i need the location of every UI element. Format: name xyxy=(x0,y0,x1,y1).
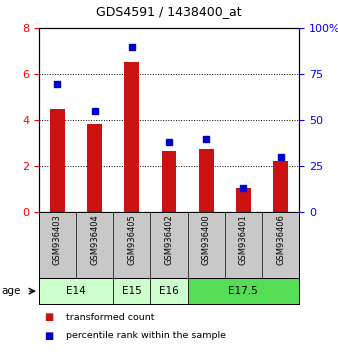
Bar xyxy=(87,124,102,212)
Text: GSM936403: GSM936403 xyxy=(53,215,62,265)
Bar xyxy=(236,188,251,212)
Text: E17.5: E17.5 xyxy=(228,286,258,296)
Text: percentile rank within the sample: percentile rank within the sample xyxy=(66,331,226,340)
Bar xyxy=(150,278,188,304)
Text: GSM936401: GSM936401 xyxy=(239,215,248,265)
Text: GDS4591 / 1438400_at: GDS4591 / 1438400_at xyxy=(96,5,242,18)
Text: ■: ■ xyxy=(44,312,53,322)
Text: transformed count: transformed count xyxy=(66,313,154,322)
Text: GSM936406: GSM936406 xyxy=(276,215,285,265)
Bar xyxy=(39,278,113,304)
Text: GSM936404: GSM936404 xyxy=(90,215,99,265)
Text: GSM936402: GSM936402 xyxy=(165,215,173,265)
Text: E15: E15 xyxy=(122,286,142,296)
Text: age: age xyxy=(2,286,21,296)
Text: GSM936405: GSM936405 xyxy=(127,215,136,265)
Bar xyxy=(124,62,139,212)
Bar xyxy=(188,278,299,304)
Text: E16: E16 xyxy=(159,286,179,296)
Bar xyxy=(50,109,65,212)
Text: ■: ■ xyxy=(44,331,53,341)
Bar xyxy=(113,278,150,304)
Bar xyxy=(162,152,176,212)
Text: E14: E14 xyxy=(66,286,86,296)
Bar xyxy=(199,149,214,212)
Bar xyxy=(273,161,288,212)
Text: GSM936400: GSM936400 xyxy=(202,215,211,265)
